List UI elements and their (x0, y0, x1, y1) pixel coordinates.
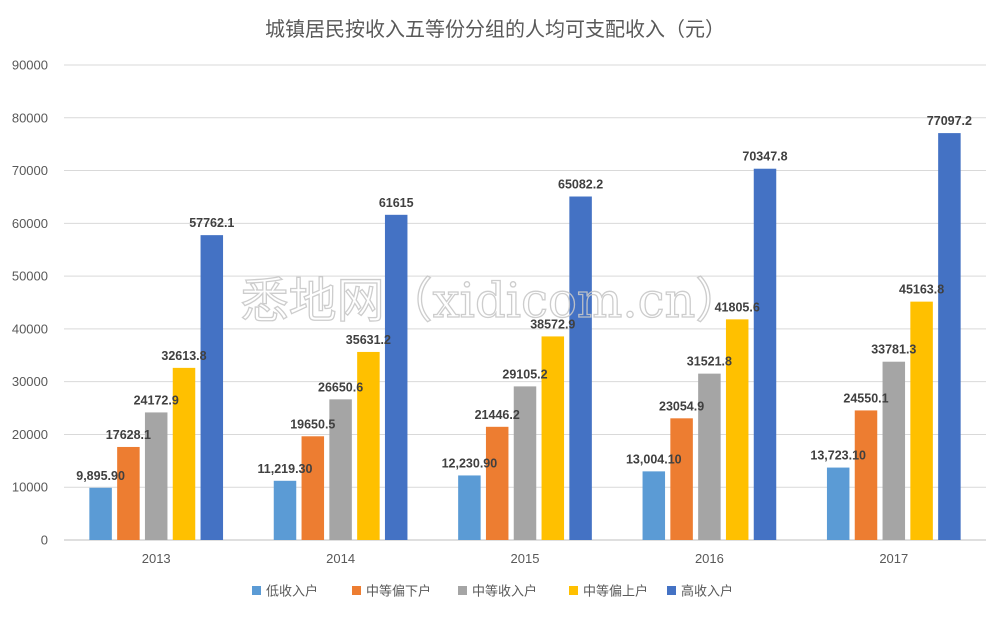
legend-swatch (352, 586, 361, 595)
data-label: 23054.9 (659, 399, 704, 413)
data-label: 24550.1 (843, 391, 888, 405)
bar (569, 196, 592, 540)
data-label: 17628.1 (106, 428, 151, 442)
bar (753, 168, 777, 540)
bar (698, 373, 721, 540)
data-label: 38572.9 (530, 317, 575, 331)
legend-swatch (458, 586, 467, 595)
x-tick-label: 2017 (879, 551, 908, 566)
bar (117, 446, 140, 540)
data-label: 33781.3 (871, 343, 916, 357)
x-tick-label: 2013 (142, 551, 171, 566)
data-label: 77097.2 (927, 114, 972, 128)
data-label: 13,723.10 (810, 449, 866, 463)
data-label: 26650.6 (318, 380, 363, 394)
bar (458, 475, 481, 540)
bar (826, 467, 850, 540)
legend-swatch (667, 586, 676, 595)
bar (357, 351, 380, 540)
y-tick-label: 70000 (12, 163, 48, 178)
legend: 低收入户 中等偏下户 中等收入户 中等偏上户 高收入户 (252, 584, 733, 600)
bar (172, 367, 196, 540)
legend-item: 中等偏下户 (352, 584, 431, 600)
y-tick-label: 50000 (12, 269, 48, 284)
data-label: 65082.2 (558, 178, 603, 192)
bar (200, 235, 224, 540)
bar (485, 426, 509, 540)
x-tick-label: 2014 (326, 551, 355, 566)
legend-item: 中等偏上户 (569, 584, 648, 600)
bar (642, 471, 666, 540)
data-label: 31521.8 (687, 355, 732, 369)
bar (910, 301, 933, 540)
legend-label: 中等收入户 (472, 584, 537, 600)
data-label: 24172.9 (134, 393, 179, 407)
legend-item: 低收入户 (252, 584, 318, 600)
data-label: 35631.2 (346, 333, 391, 347)
chart-title: 城镇居民按收入五等份分组的人均可支配收入（元） (265, 17, 725, 41)
watermark: 悉地网（xidicom.cn） (241, 273, 744, 329)
data-label: 70347.8 (742, 150, 787, 164)
data-label: 41805.6 (715, 300, 760, 314)
data-label: 11,219.30 (258, 462, 313, 476)
y-tick-label: 20000 (12, 427, 48, 442)
bar (89, 487, 112, 540)
data-label: 61615 (379, 196, 414, 210)
bar (541, 336, 565, 540)
bar (144, 412, 168, 540)
y-axis: 0 10000 20000 30000 40000 50000 60000 70000 8000… (12, 58, 48, 548)
legend-item: 中等收入户 (458, 584, 537, 600)
bars (89, 133, 961, 540)
legend-label: 高收入户 (681, 584, 733, 600)
y-tick-label: 10000 (12, 480, 48, 495)
bar (301, 436, 325, 540)
bar (384, 214, 408, 540)
legend-label: 中等偏下户 (366, 584, 431, 600)
data-label: 45163.8 (899, 283, 944, 297)
data-label: 21446.2 (475, 408, 520, 422)
data-label: 9,895.90 (76, 469, 125, 483)
x-tick-label: 2015 (511, 551, 540, 566)
bar (938, 133, 961, 540)
bar (273, 480, 297, 540)
y-tick-label: 40000 (12, 321, 48, 336)
bar (882, 361, 906, 540)
legend-item: 高收入户 (667, 584, 733, 600)
data-label: 13,004.10 (626, 452, 682, 466)
bar (725, 319, 749, 540)
bar (854, 410, 878, 540)
y-tick-label: 0 (41, 533, 48, 548)
y-tick-label: 30000 (12, 374, 48, 389)
y-tick-label: 90000 (12, 58, 48, 73)
legend-swatch (569, 586, 578, 595)
y-tick-label: 60000 (12, 216, 48, 231)
data-label: 12,230.90 (442, 456, 498, 470)
y-tick-label: 80000 (12, 110, 48, 125)
x-tick-label: 2016 (695, 551, 724, 566)
legend-swatch (252, 586, 261, 595)
bar (513, 386, 537, 540)
data-label: 32613.8 (161, 349, 206, 363)
x-axis: 2013 2014 2015 2016 2017 (142, 551, 909, 566)
data-label: 29105.2 (502, 367, 547, 381)
data-label: 19650.5 (290, 417, 335, 431)
data-label: 57762.1 (189, 216, 234, 230)
bar (329, 399, 352, 540)
data-labels: 9,895.90 17628.1 24172.9 32613.8 57762.1 11,2… (76, 114, 972, 483)
bar (670, 418, 693, 540)
legend-label: 低收入户 (266, 584, 318, 600)
legend-label: 中等偏上户 (583, 584, 648, 600)
